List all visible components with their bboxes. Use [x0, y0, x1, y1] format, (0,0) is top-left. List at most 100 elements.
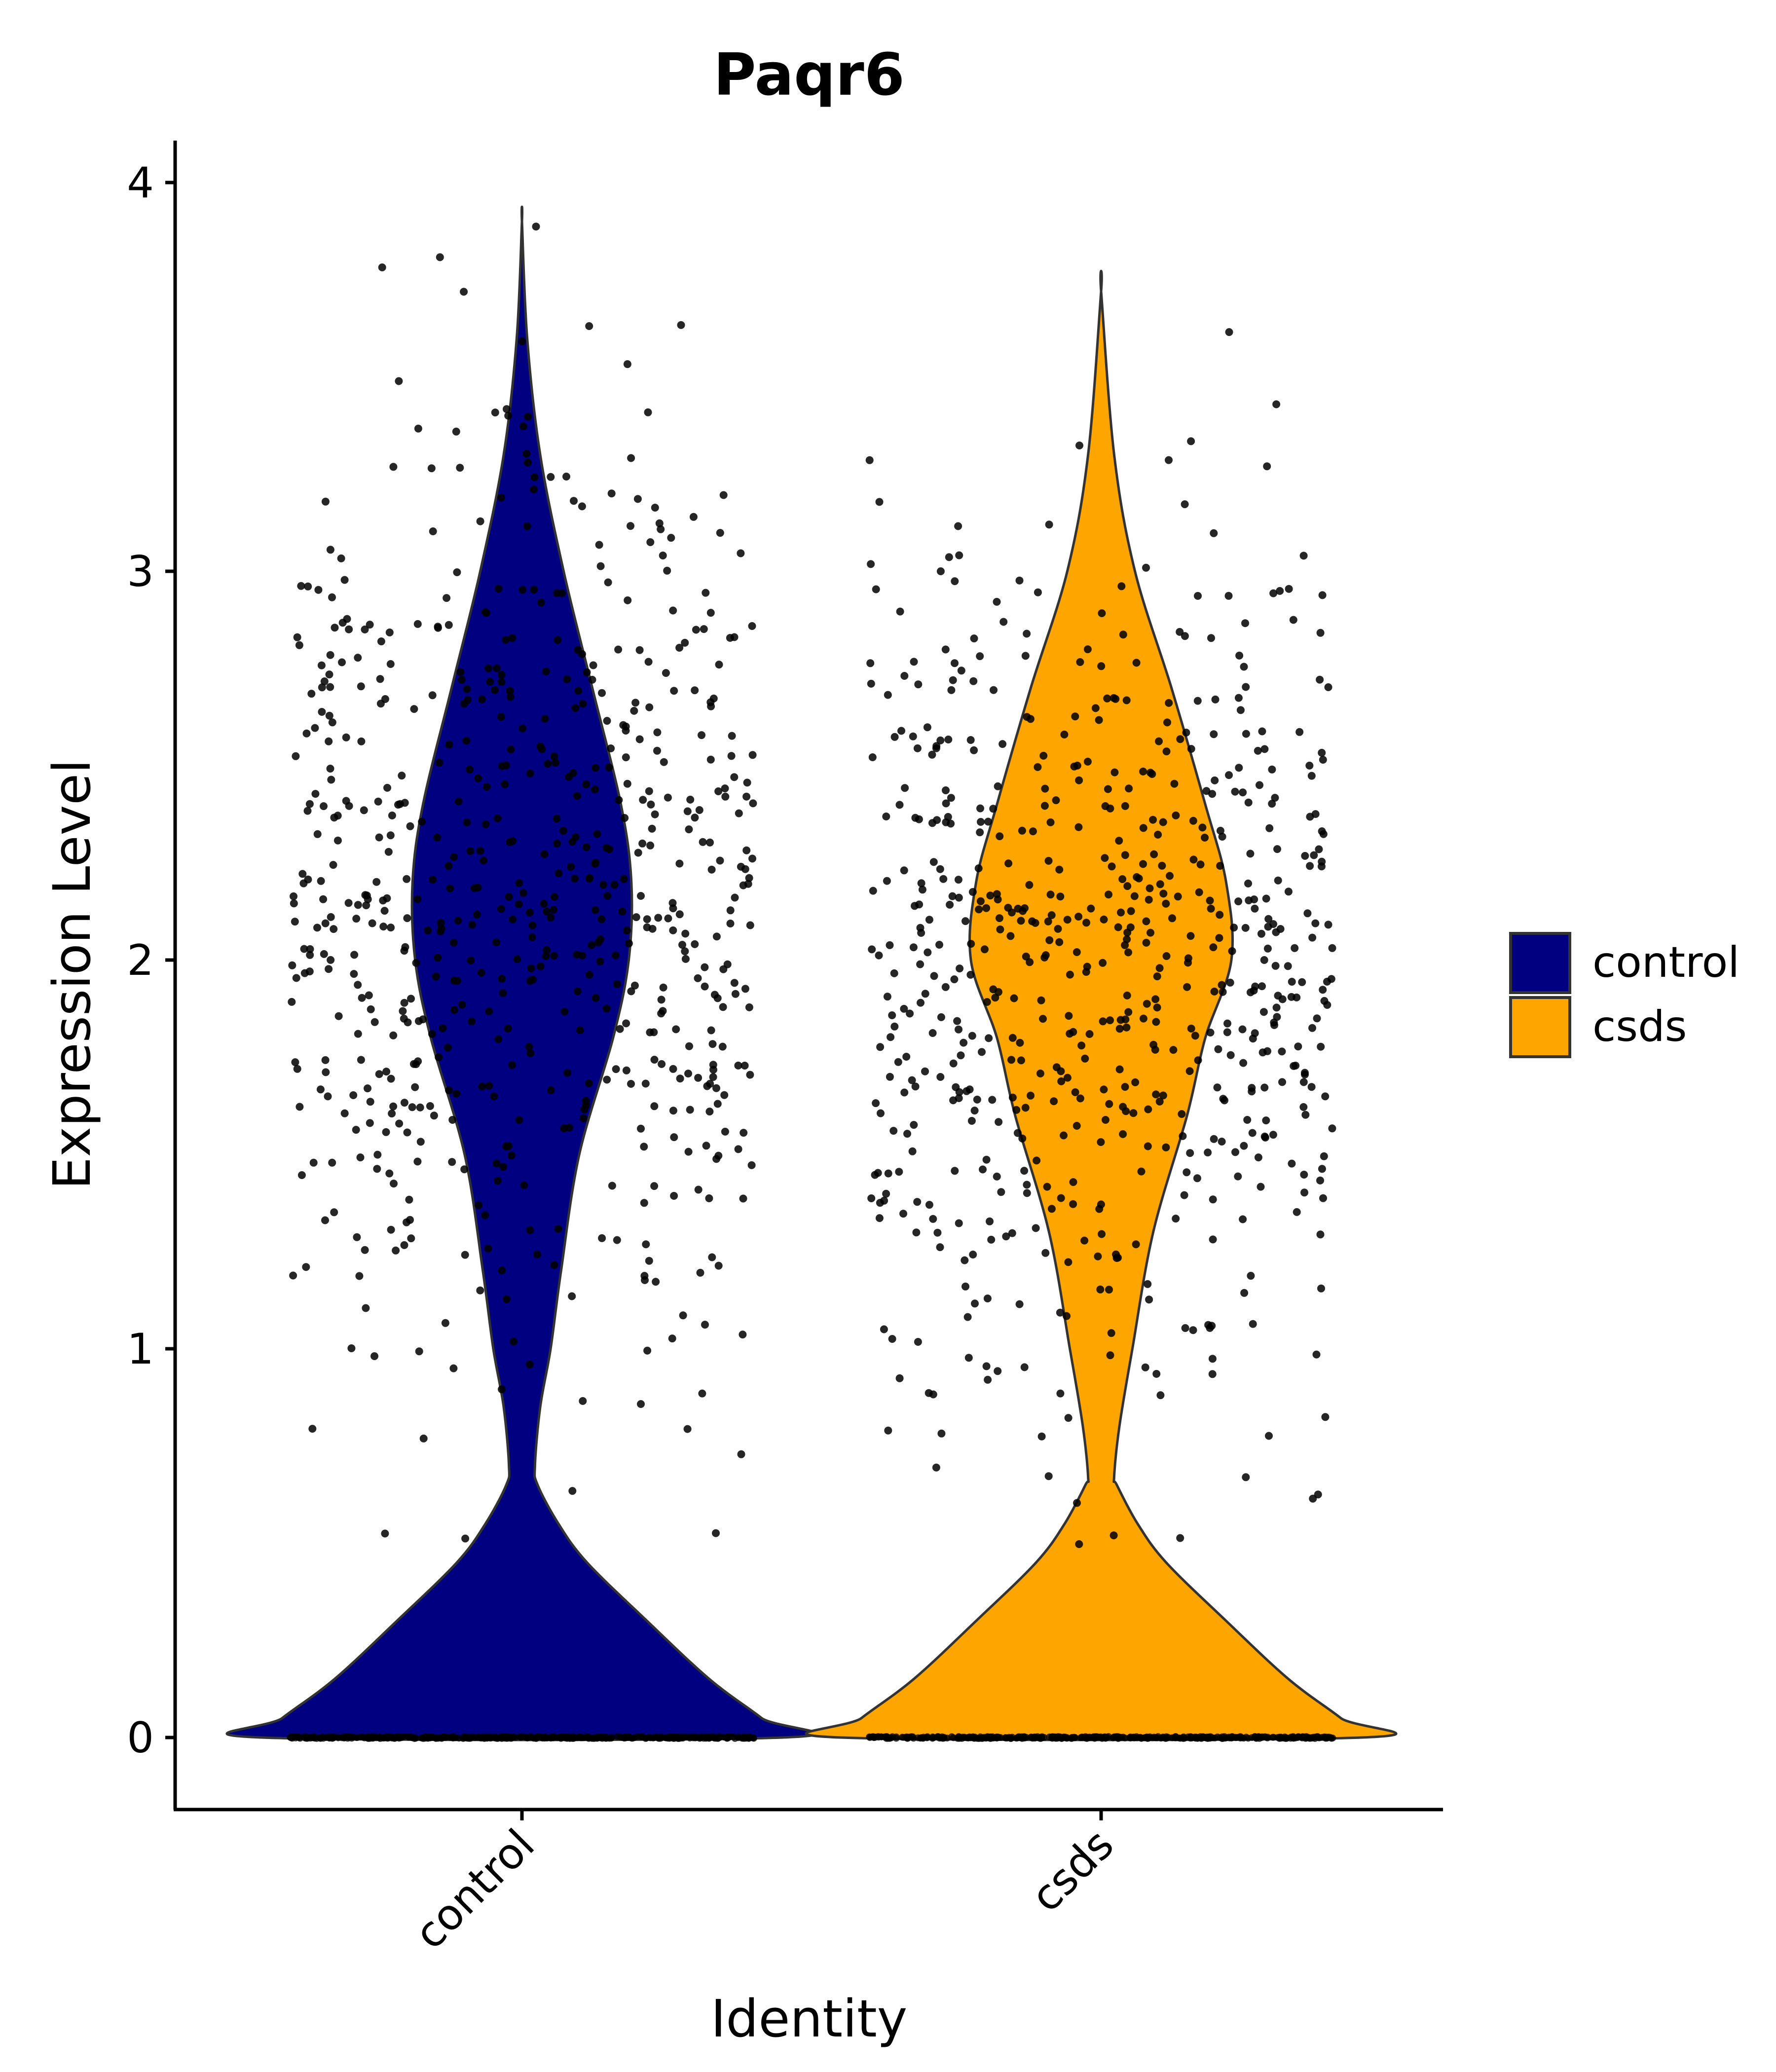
data-point	[1141, 1363, 1149, 1371]
data-point	[735, 809, 743, 817]
data-point	[1300, 1188, 1308, 1197]
data-point	[1151, 995, 1160, 1003]
data-point	[1187, 1733, 1194, 1740]
data-point	[494, 1035, 503, 1043]
data-point	[1321, 1413, 1330, 1421]
data-point	[592, 994, 600, 1002]
data-point	[398, 772, 406, 780]
data-point	[1187, 1024, 1195, 1033]
data-point	[669, 904, 677, 913]
data-point	[1056, 1389, 1065, 1398]
data-point	[1074, 913, 1083, 921]
data-point	[1223, 1028, 1231, 1036]
data-point	[1284, 962, 1292, 970]
data-point	[637, 1124, 645, 1133]
data-point	[961, 1256, 969, 1264]
data-point	[515, 879, 523, 887]
data-point	[867, 1194, 876, 1202]
data-point	[398, 1733, 406, 1740]
data-point	[744, 1734, 752, 1741]
data-point	[969, 677, 978, 685]
data-point	[1310, 851, 1318, 859]
data-point	[622, 1019, 630, 1028]
data-point	[731, 893, 739, 902]
data-point	[314, 586, 323, 594]
data-point	[1046, 890, 1055, 899]
data-point	[969, 1251, 977, 1258]
data-point	[586, 874, 594, 882]
data-point	[1074, 823, 1083, 831]
data-point	[1263, 462, 1271, 471]
data-point	[1172, 1215, 1180, 1223]
data-point	[300, 945, 308, 953]
data-point	[366, 1098, 374, 1106]
data-point	[322, 1068, 330, 1076]
data-point	[954, 1735, 961, 1742]
data-point	[1124, 1008, 1133, 1016]
data-point	[319, 895, 328, 903]
data-point	[476, 1286, 484, 1295]
data-point	[418, 1734, 426, 1741]
data-point	[983, 998, 991, 1006]
data-point	[1123, 991, 1131, 999]
data-point	[1268, 800, 1276, 808]
data-point	[400, 1099, 408, 1107]
data-point	[571, 833, 580, 841]
data-point	[1073, 948, 1081, 956]
data-point	[1240, 1289, 1249, 1297]
data-point	[550, 1261, 558, 1269]
data-point	[1165, 456, 1173, 464]
data-point	[900, 1088, 909, 1097]
data-point	[1316, 675, 1324, 684]
data-point	[1123, 935, 1131, 943]
data-point	[1075, 442, 1083, 449]
data-point	[317, 1734, 324, 1741]
data-point	[993, 597, 1001, 606]
data-point	[593, 830, 601, 838]
data-point	[429, 876, 437, 884]
data-point	[607, 744, 615, 752]
data-point	[999, 618, 1008, 626]
data-point	[1211, 695, 1220, 703]
data-point	[366, 621, 374, 629]
data-point	[406, 822, 414, 830]
data-point	[708, 1253, 716, 1261]
data-point	[1187, 437, 1195, 445]
data-point	[434, 624, 442, 632]
data-point	[494, 1735, 501, 1742]
data-point	[991, 994, 999, 1002]
data-point	[1300, 1171, 1308, 1179]
data-point	[331, 624, 339, 632]
data-point	[742, 792, 751, 801]
data-point	[396, 800, 404, 808]
data-point	[1245, 896, 1253, 905]
data-point	[571, 704, 580, 712]
data-point	[914, 680, 923, 689]
data-point	[731, 990, 740, 998]
data-point	[1328, 1124, 1336, 1133]
data-point	[1219, 988, 1227, 996]
data-point	[1208, 1370, 1217, 1378]
data-point	[895, 1168, 903, 1176]
data-point	[888, 1011, 896, 1019]
data-point	[342, 797, 350, 805]
data-point	[603, 892, 612, 900]
data-point	[1257, 1183, 1265, 1191]
data-point	[526, 1049, 535, 1057]
data-point	[1238, 1025, 1247, 1034]
data-point	[373, 1165, 381, 1173]
data-point	[685, 825, 693, 834]
data-point	[547, 1086, 555, 1094]
data-point	[367, 1005, 375, 1013]
data-point	[498, 1385, 506, 1394]
data-point	[366, 1119, 374, 1127]
data-point	[1189, 1326, 1197, 1334]
data-point	[928, 750, 936, 759]
data-point	[1081, 1054, 1089, 1063]
data-point	[1076, 658, 1084, 666]
data-point	[423, 1735, 431, 1741]
data-point	[1056, 1734, 1064, 1741]
data-point	[529, 485, 538, 494]
data-point	[543, 946, 551, 954]
data-point	[1148, 770, 1156, 778]
